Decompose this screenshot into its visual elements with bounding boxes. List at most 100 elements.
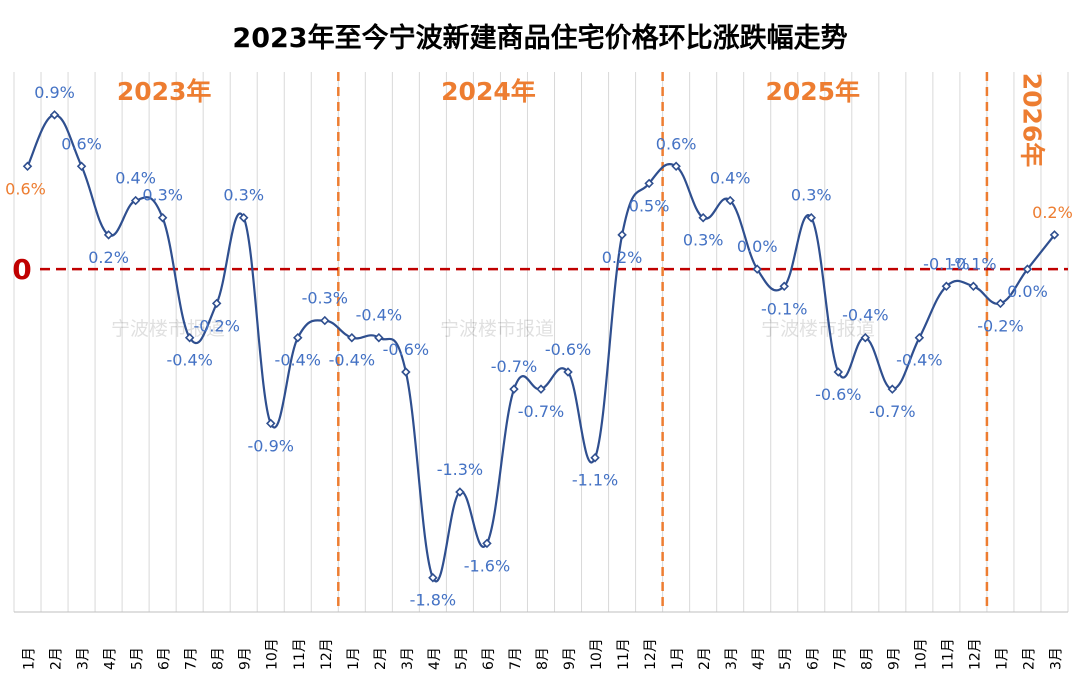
- x-tick-label: 10月: [265, 638, 281, 670]
- data-point: [806, 212, 816, 223]
- data-point: [644, 178, 654, 189]
- data-point: [536, 384, 546, 394]
- data-label: -0.2%: [193, 316, 239, 335]
- data-point: [617, 230, 627, 240]
- x-tick-label: 3月: [76, 647, 92, 670]
- data-label: 0.2%: [88, 248, 129, 267]
- watermark-text: 宁波楼市报道: [761, 318, 875, 340]
- data-label: -0.2%: [977, 316, 1023, 335]
- data-point: [238, 212, 249, 223]
- x-tick-label: 5月: [454, 647, 470, 670]
- x-tick-label: 5月: [130, 647, 146, 670]
- data-point: [76, 161, 87, 172]
- x-tick-label: 12月: [643, 638, 659, 670]
- data-label: -0.4%: [896, 351, 942, 370]
- data-point: [293, 332, 303, 343]
- marker-layer: [22, 110, 1060, 583]
- x-tick-label: 11月: [940, 638, 956, 670]
- x-tick-label: 2月: [697, 647, 713, 670]
- data-label: -0.1%: [923, 254, 969, 273]
- x-tick-label: 6月: [481, 647, 497, 670]
- data-label: 0.9%: [34, 83, 75, 102]
- data-point: [428, 572, 438, 583]
- data-label: -0.7%: [869, 402, 915, 421]
- data-label: -0.1%: [950, 254, 996, 273]
- data-point: [22, 161, 33, 172]
- data-label: 0.3%: [791, 186, 832, 205]
- x-tick-label: 7月: [184, 647, 200, 670]
- x-tick-label: 5月: [778, 647, 794, 670]
- data-label: -0.4%: [329, 351, 375, 370]
- data-label: 0.5%: [629, 196, 670, 215]
- data-label: -0.7%: [491, 357, 537, 376]
- data-label: 0.4%: [115, 169, 156, 188]
- x-tick-label: 12月: [319, 638, 335, 670]
- year-label: 2026年: [1017, 73, 1046, 168]
- data-label: -0.7%: [518, 402, 564, 421]
- series-line: [26, 113, 1056, 583]
- data-label: -1.3%: [437, 460, 483, 479]
- x-tick-label: 1月: [22, 647, 38, 670]
- x-tick-label: 8月: [535, 647, 551, 670]
- data-label: -0.6%: [815, 385, 861, 404]
- data-label: 0.3%: [142, 186, 183, 205]
- data-label: -0.4%: [356, 306, 402, 325]
- x-tick-label: 11月: [292, 638, 308, 670]
- x-tick-label: 2月: [1021, 647, 1037, 670]
- data-label: 0.3%: [223, 186, 264, 205]
- data-point: [887, 384, 898, 394]
- data-point: [401, 367, 411, 377]
- year-label: 2023年: [117, 77, 212, 106]
- data-point: [779, 281, 789, 292]
- x-tick-label: 1月: [994, 647, 1010, 670]
- data-label-layer: 0.6%0.9%0.6%0.2%0.4%0.3%-0.4%-0.2%0.3%-0…: [5, 83, 1073, 610]
- watermark-text: 宁波楼市报道: [111, 318, 225, 340]
- x-tick-label: 10月: [589, 638, 605, 670]
- x-tick-label: 6月: [805, 647, 821, 670]
- x-tick-label: 2月: [49, 647, 65, 670]
- data-point: [157, 212, 168, 223]
- data-point: [914, 332, 925, 343]
- series-line-layer: [26, 113, 1056, 583]
- watermark-layer: 宁波楼市报道 宁波楼市报道 宁波楼市报道: [111, 318, 875, 340]
- data-point: [211, 298, 222, 309]
- x-tick-label: 1月: [670, 647, 686, 670]
- data-point: [49, 110, 60, 120]
- data-label: 0.3%: [683, 231, 724, 250]
- x-tick-label: 3月: [400, 647, 416, 670]
- data-label: 0.2%: [1032, 203, 1073, 222]
- data-point: [860, 332, 871, 343]
- data-point: [347, 332, 357, 343]
- data-point: [968, 281, 979, 292]
- data-point: [455, 487, 465, 497]
- x-tick-label: 4月: [103, 647, 119, 670]
- data-label: -1.8%: [410, 591, 456, 610]
- data-point: [725, 195, 735, 206]
- data-point: [833, 367, 844, 377]
- data-label: 0.4%: [710, 169, 751, 188]
- year-label-layer: 2023年 2024年 2025年 2026年: [117, 73, 1047, 168]
- data-point: [941, 281, 952, 292]
- data-label: -0.6%: [545, 340, 591, 359]
- x-tick-label: 12月: [967, 638, 983, 670]
- data-label: 0.6%: [61, 134, 102, 153]
- data-label: 0.6%: [656, 134, 697, 153]
- data-point: [563, 367, 573, 377]
- data-point: [130, 195, 141, 206]
- data-label: -1.6%: [464, 556, 510, 575]
- data-point: [995, 298, 1006, 309]
- data-label: -0.4%: [842, 306, 888, 325]
- data-point: [482, 538, 492, 549]
- watermark-text: 宁波楼市报道: [440, 318, 554, 340]
- x-tick-label: 8月: [211, 647, 227, 670]
- data-label: -0.4%: [166, 351, 212, 370]
- x-tick-label: 10月: [913, 638, 929, 670]
- data-label: 0.0%: [737, 237, 778, 256]
- year-label: 2024年: [441, 77, 536, 106]
- data-point: [184, 332, 195, 343]
- data-label: 0.2%: [602, 248, 643, 267]
- data-point: [752, 264, 762, 274]
- data-point: [374, 332, 384, 343]
- data-point: [1049, 230, 1060, 240]
